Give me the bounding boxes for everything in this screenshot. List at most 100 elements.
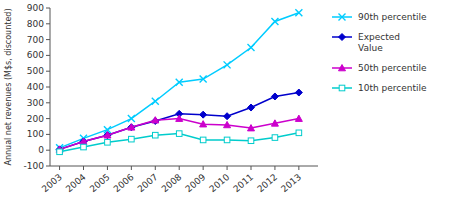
series-marker [271,93,278,100]
series-marker [152,98,159,105]
series-marker [104,132,111,138]
chart: -100 0 100 200 300 400 500 600 700 800 900 20032004… [0,0,454,209]
series-marker [176,115,183,121]
y-tick-label: 100 [27,129,44,139]
plot-area [56,9,302,154]
y-tick [46,118,50,119]
y-tick-label: 700 [27,35,44,45]
x-tick [131,166,132,170]
series-marker [295,89,302,96]
x-tick [298,166,299,170]
x-tick [179,166,180,170]
x-tick-label: 2013 [279,172,303,194]
y-tick [46,102,50,103]
series-marker [152,117,159,124]
series-marker [152,117,159,123]
series-marker [248,104,255,111]
x-tick-label: 2012 [255,172,279,194]
y-tick [46,8,50,9]
series-marker [200,121,207,127]
series-line [60,13,299,148]
x-tick [59,166,60,170]
y-tick [46,23,50,24]
y-tick-label: 0 [38,145,44,155]
y-tick-label: 500 [27,66,44,76]
series-marker [272,135,278,141]
x-tick [227,166,228,170]
series-marker [248,44,255,51]
series-marker [80,138,87,144]
legend-label-line: 90th percentile [358,12,427,22]
y-tick-label: 400 [27,82,44,92]
x-tick-label: 2005 [88,172,112,194]
x-tick-label: 2011 [231,172,255,194]
series-marker [129,136,135,142]
legend-label-line: Value [358,43,383,53]
x-tick-label: 2004 [64,172,88,195]
x-tick-label: 2009 [183,172,207,195]
series-marker [296,130,302,136]
series-marker [176,131,182,137]
y-tick-label: 600 [27,50,44,60]
y-tick-label: 200 [27,114,44,124]
x-tick-label: 2006 [112,172,136,195]
legend-label: 10th percentile [358,83,427,93]
y-tick [46,71,50,72]
series-marker [81,144,87,150]
y-tick [46,39,50,40]
series-marker [176,79,183,86]
y-tick [46,55,50,56]
series-marker [295,9,302,16]
y-tick-label: 300 [27,98,44,108]
legend-label-line: 50th percentile [358,63,427,73]
x-tick-label: 2008 [160,172,184,195]
legend-label: 90th percentile [358,12,427,22]
y-tick-label: -100 [24,161,45,171]
series-marker [224,113,231,120]
x-tick-label: 2010 [207,172,231,195]
series-marker [105,140,111,146]
legend-marker [339,85,345,91]
legend-marker [339,65,346,71]
series-marker [200,137,206,143]
legend-marker [339,34,346,41]
y-tick-label: 800 [27,19,44,29]
legend-label-line: Expected [358,32,400,42]
series-marker [128,115,135,122]
legend: 90th percentile ExpectedValue 50th percent… [332,12,427,93]
series-marker [248,125,255,131]
x-tick-label: 2007 [136,172,160,194]
series-marker [224,121,231,127]
series-marker [200,76,207,83]
series-marker [128,124,135,131]
series-line [60,93,299,150]
y-tick [46,134,50,135]
series-marker [57,149,63,155]
x-tick [274,166,275,170]
x-tick [107,166,108,170]
y-tick [46,87,50,88]
x-tick [251,166,252,170]
series-marker [295,115,302,121]
legend-label-line: 10th percentile [358,83,427,93]
y-label: Annual net revenues (M$s, discounted) [4,8,13,165]
series-marker [248,138,254,144]
series-marker [271,120,278,126]
x-tick [203,166,204,170]
legend-label: ExpectedValue [358,32,400,53]
series-marker [224,137,230,143]
series-marker [128,124,135,130]
y-tick-label: 900 [27,3,44,13]
x-axis [50,166,318,167]
series-marker [200,111,207,118]
y-tick [46,150,50,151]
x-tick [155,166,156,170]
y-tick [46,166,50,167]
x-tick-label: 2003 [40,172,64,194]
x-tick [83,166,84,170]
series-marker [271,18,278,25]
series-marker [152,132,158,138]
legend-label: 50th percentile [358,63,427,73]
series-marker [104,132,111,139]
legend-marker [339,14,346,21]
